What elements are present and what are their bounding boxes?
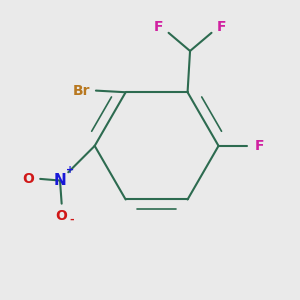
- Text: O: O: [22, 172, 34, 186]
- Text: O: O: [56, 209, 68, 223]
- Text: F: F: [154, 20, 164, 34]
- Text: F: F: [255, 139, 265, 153]
- Text: +: +: [66, 165, 74, 175]
- Text: F: F: [217, 20, 226, 34]
- Text: N: N: [54, 173, 66, 188]
- Text: Br: Br: [72, 84, 90, 98]
- Text: -: -: [69, 215, 74, 225]
